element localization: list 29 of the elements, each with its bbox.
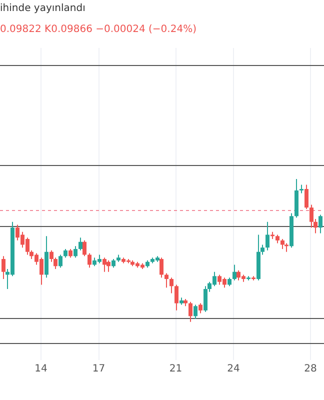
- candlestick: [194, 304, 198, 320]
- candlestick: [74, 246, 78, 258]
- candlestick: [170, 277, 174, 294]
- text: 0.09822 K0.09866 −0.00024 (−0.24%): [0, 24, 196, 35]
- candlestick: [106, 260, 110, 272]
- candlestick: [102, 257, 106, 272]
- x-tick-label: 28: [304, 364, 317, 375]
- candlestick: [188, 301, 192, 322]
- candlestick: [318, 214, 322, 234]
- candlestick: [58, 254, 62, 268]
- candlestick: [82, 240, 86, 257]
- candlestick: [266, 221, 270, 251]
- x-tick-label: 21: [169, 364, 182, 375]
- x-tick-label: 17: [92, 364, 106, 375]
- candlestick: [174, 284, 178, 311]
- candlestick: [164, 272, 168, 288]
- candlestick: [44, 236, 48, 278]
- x-tick-label: 14: [34, 364, 48, 375]
- candlestick: [78, 237, 82, 251]
- candlestick: [2, 256, 6, 280]
- candlestick: [198, 302, 202, 314]
- candlestick: [304, 184, 308, 210]
- candlestick: [204, 286, 208, 312]
- candlestick: [88, 252, 92, 268]
- candlestick: [232, 264, 236, 281]
- candlestick: [160, 257, 164, 278]
- x-tick-label: 24: [227, 364, 240, 375]
- text: ihinde yayınlandı: [0, 3, 86, 14]
- candlestick: [280, 238, 284, 250]
